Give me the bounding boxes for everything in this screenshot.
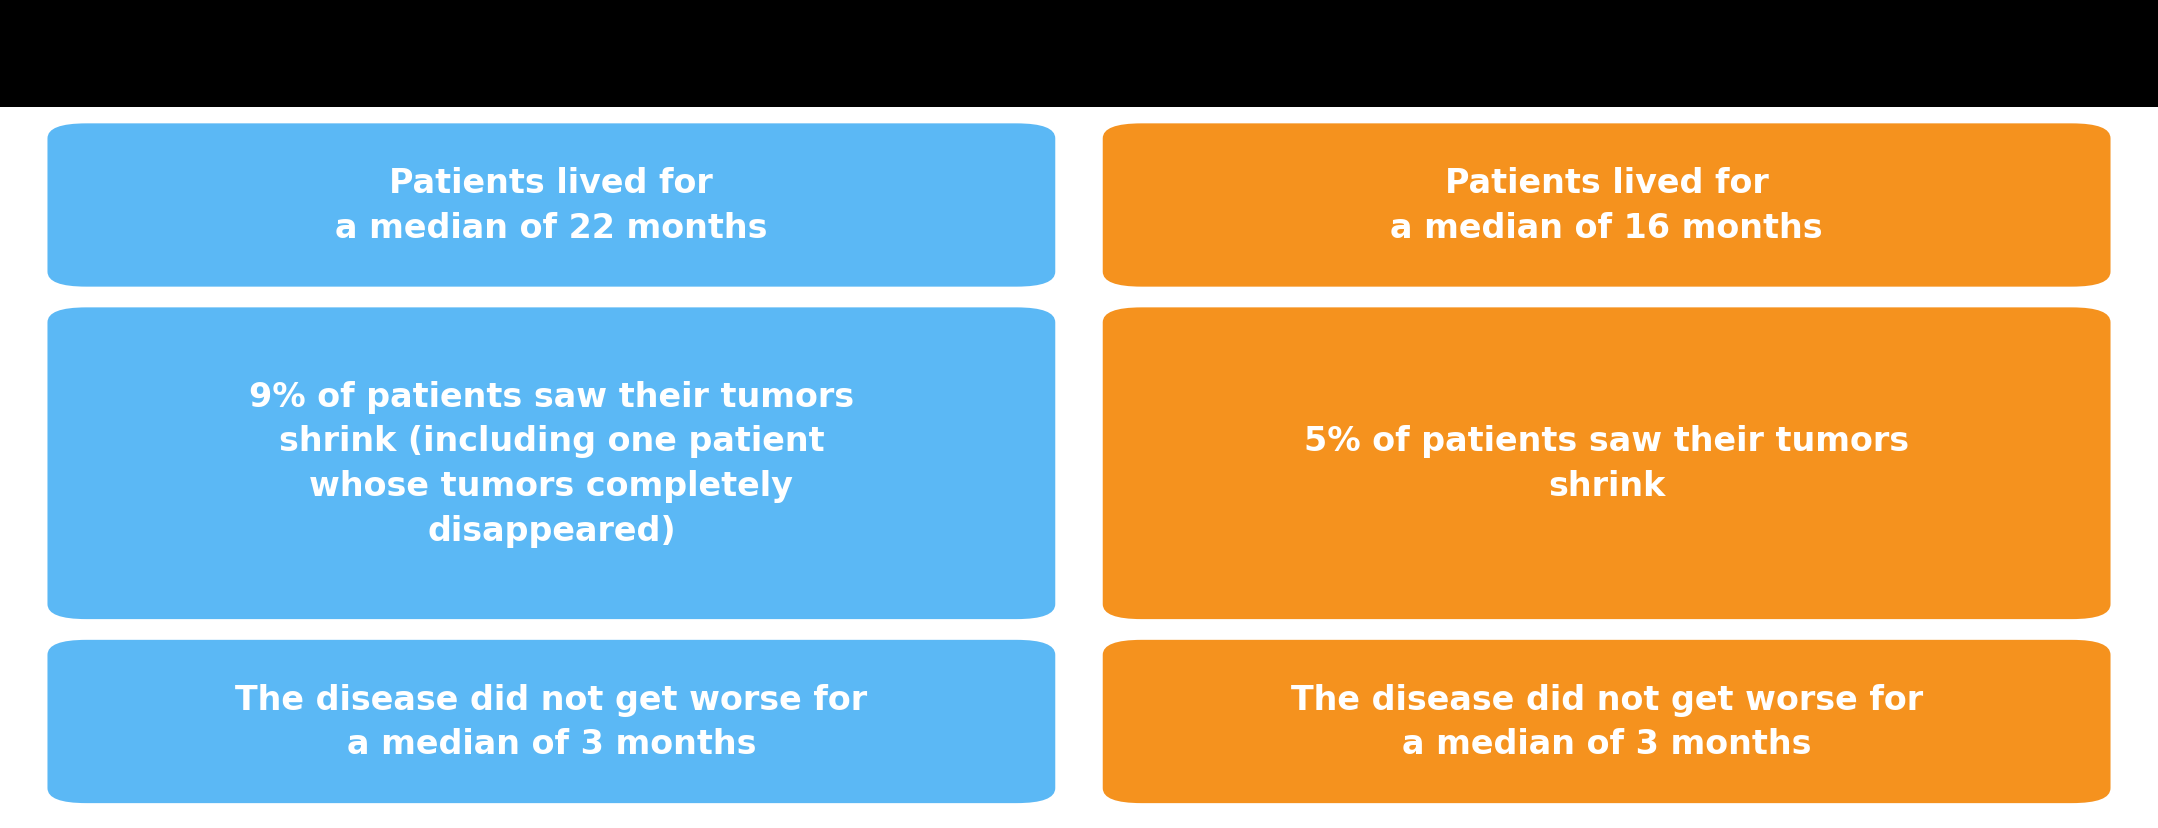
FancyBboxPatch shape [1103,308,2111,619]
FancyBboxPatch shape [1103,124,2111,287]
Text: 5% of patients saw their tumors
shrink: 5% of patients saw their tumors shrink [1303,425,1910,503]
Text: Patients lived for
a median of 16 months: Patients lived for a median of 16 months [1390,167,1824,244]
FancyBboxPatch shape [47,124,1055,287]
FancyBboxPatch shape [47,308,1055,619]
Text: The disease did not get worse for
a median of 3 months: The disease did not get worse for a medi… [235,683,868,760]
Text: 9% of patients saw their tumors
shrink (including one patient
whose tumors compl: 9% of patients saw their tumors shrink (… [248,380,855,547]
Text: The disease did not get worse for
a median of 3 months: The disease did not get worse for a medi… [1290,683,1923,760]
FancyBboxPatch shape [47,640,1055,803]
FancyBboxPatch shape [1103,640,2111,803]
Text: Patients lived for
a median of 22 months: Patients lived for a median of 22 months [334,167,768,244]
FancyBboxPatch shape [0,108,2158,828]
